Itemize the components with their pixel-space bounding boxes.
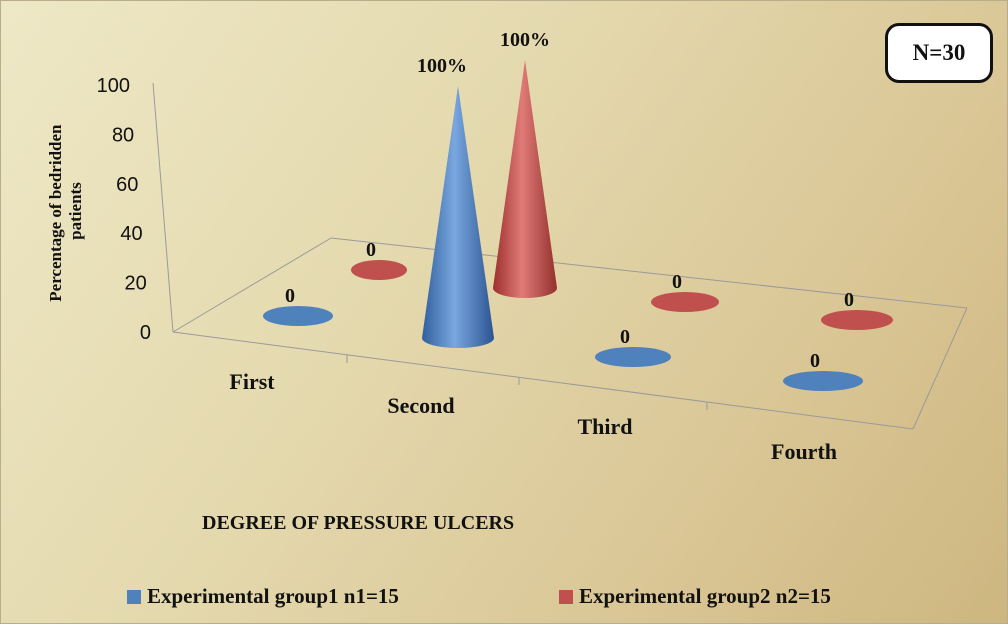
y-tick-label: 40 [120, 223, 142, 245]
legend-label-series1: Experimental group1 n1=15 [147, 584, 399, 608]
y-axis-title: Percentage of bedridden patients [46, 120, 85, 301]
chart-marks: 0 100% 0 0 0 100% 0 0 [263, 29, 893, 391]
legend-label-series2: Experimental group2 n2=15 [579, 584, 831, 608]
legend-swatch-series1 [127, 590, 141, 604]
legend-swatch-series2 [559, 590, 573, 604]
y-axis-title-line1: Percentage of bedridden [46, 124, 65, 302]
category-label-fourth: Fourth [771, 439, 837, 464]
y-tick-labels: 0 20 40 60 80 100 [97, 75, 151, 344]
y-tick-label: 60 [116, 174, 138, 196]
category-labels: First Second Third Fourth [229, 369, 837, 464]
data-label: 0 [672, 271, 682, 293]
floor-back-edge [330, 237, 968, 309]
category-label-second: Second [387, 393, 454, 418]
y-axis-title-line2: patients [66, 182, 85, 240]
disc-series1-first [263, 306, 333, 326]
y-axis-line [152, 82, 174, 333]
y-tick-label: 100 [97, 75, 130, 97]
data-label: 0 [844, 289, 854, 311]
legend: Experimental group1 n1=15 Experimental g… [127, 584, 831, 608]
y-tick-label: 0 [140, 322, 151, 344]
floor-right-edge [912, 307, 968, 430]
floor-front-edge [172, 331, 914, 430]
disc-series1-fourth [783, 371, 863, 391]
sample-size-badge: N=30 [885, 23, 993, 83]
data-label: 0 [620, 326, 630, 348]
floor-left-edge [172, 237, 332, 333]
y-tick-label: 20 [125, 273, 147, 295]
data-label: 100% [500, 29, 550, 51]
cone-series1-second [422, 86, 494, 348]
x-axis-title: DEGREE OF PRESSURE ULCERS [202, 512, 514, 534]
data-label: 0 [285, 285, 295, 307]
disc-series2-first [351, 260, 407, 280]
y-tick-label: 80 [112, 124, 134, 146]
disc-series1-third [595, 347, 671, 367]
data-label: 0 [366, 239, 376, 261]
data-label: 0 [810, 350, 820, 372]
disc-series2-fourth [821, 310, 893, 330]
data-label: 100% [417, 55, 467, 77]
category-label-third: Third [577, 414, 632, 439]
disc-series2-third [651, 292, 719, 312]
sample-size-text: N=30 [912, 40, 966, 65]
cone-series2-second [493, 60, 557, 298]
category-label-first: First [229, 369, 275, 394]
